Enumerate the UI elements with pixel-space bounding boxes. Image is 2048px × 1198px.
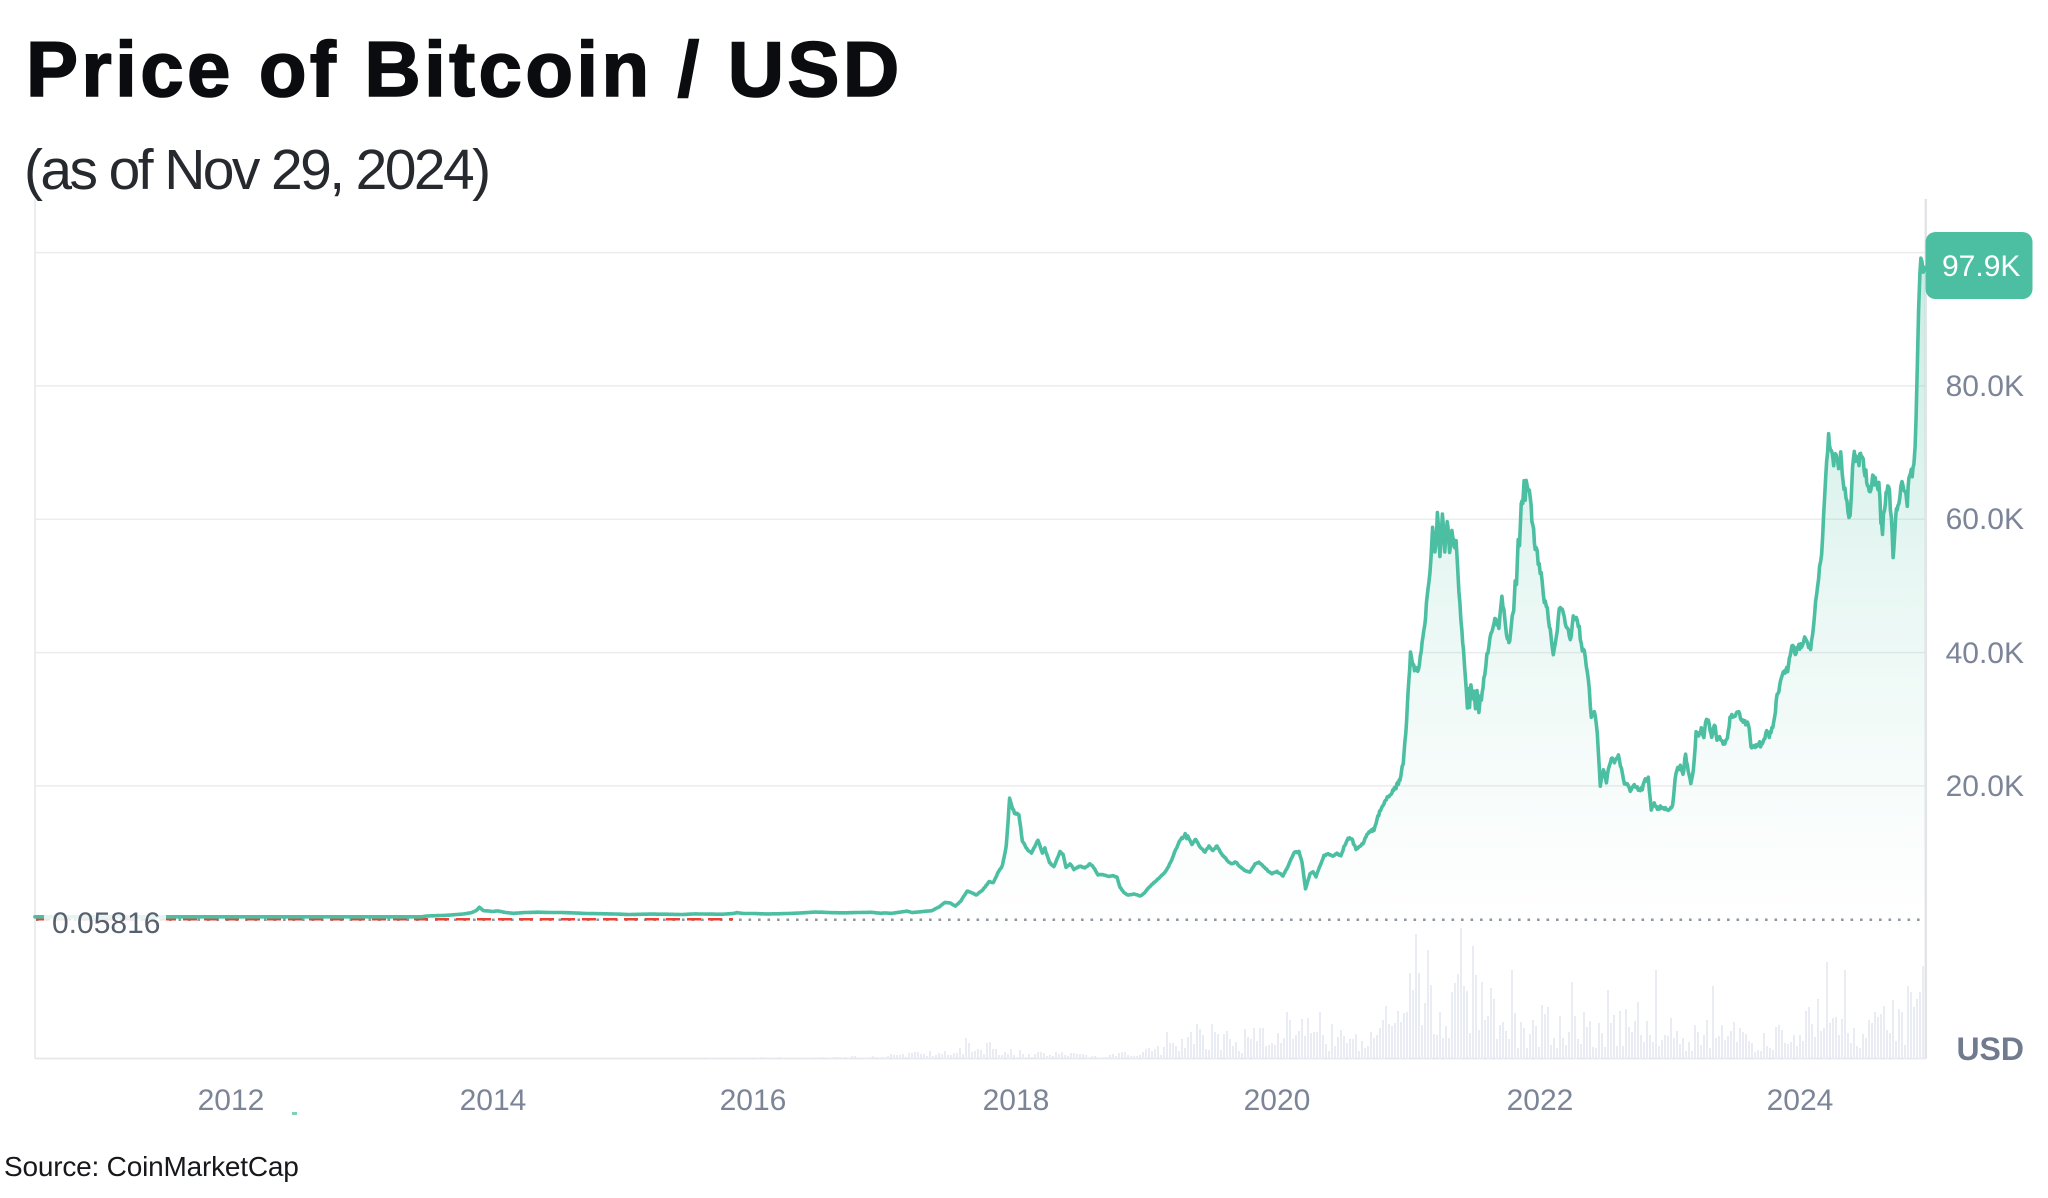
svg-text:0.05816: 0.05816 xyxy=(52,907,160,940)
svg-text:80.0K: 80.0K xyxy=(1946,370,2024,403)
svg-text:2016: 2016 xyxy=(720,1084,787,1117)
svg-text:2020: 2020 xyxy=(1244,1084,1311,1117)
svg-text:97.9K: 97.9K xyxy=(1942,250,2020,283)
svg-text:2022: 2022 xyxy=(1507,1084,1574,1117)
svg-text:(as of Nov 29, 2024): (as of Nov 29, 2024) xyxy=(24,138,488,202)
svg-text:2012: 2012 xyxy=(198,1084,265,1117)
svg-text:Source: CoinMarketCap: Source: CoinMarketCap xyxy=(4,1151,299,1182)
svg-text:2014: 2014 xyxy=(460,1084,527,1117)
svg-text:20.0K: 20.0K xyxy=(1946,770,2024,803)
svg-text:2018: 2018 xyxy=(983,1084,1050,1117)
svg-text:60.0K: 60.0K xyxy=(1946,503,2024,536)
svg-text:Price of Bitcoin / USD: Price of Bitcoin / USD xyxy=(26,25,903,113)
svg-text:2024: 2024 xyxy=(1767,1084,1834,1117)
svg-text:40.0K: 40.0K xyxy=(1946,637,2024,670)
svg-text:USD: USD xyxy=(1956,1031,2024,1067)
